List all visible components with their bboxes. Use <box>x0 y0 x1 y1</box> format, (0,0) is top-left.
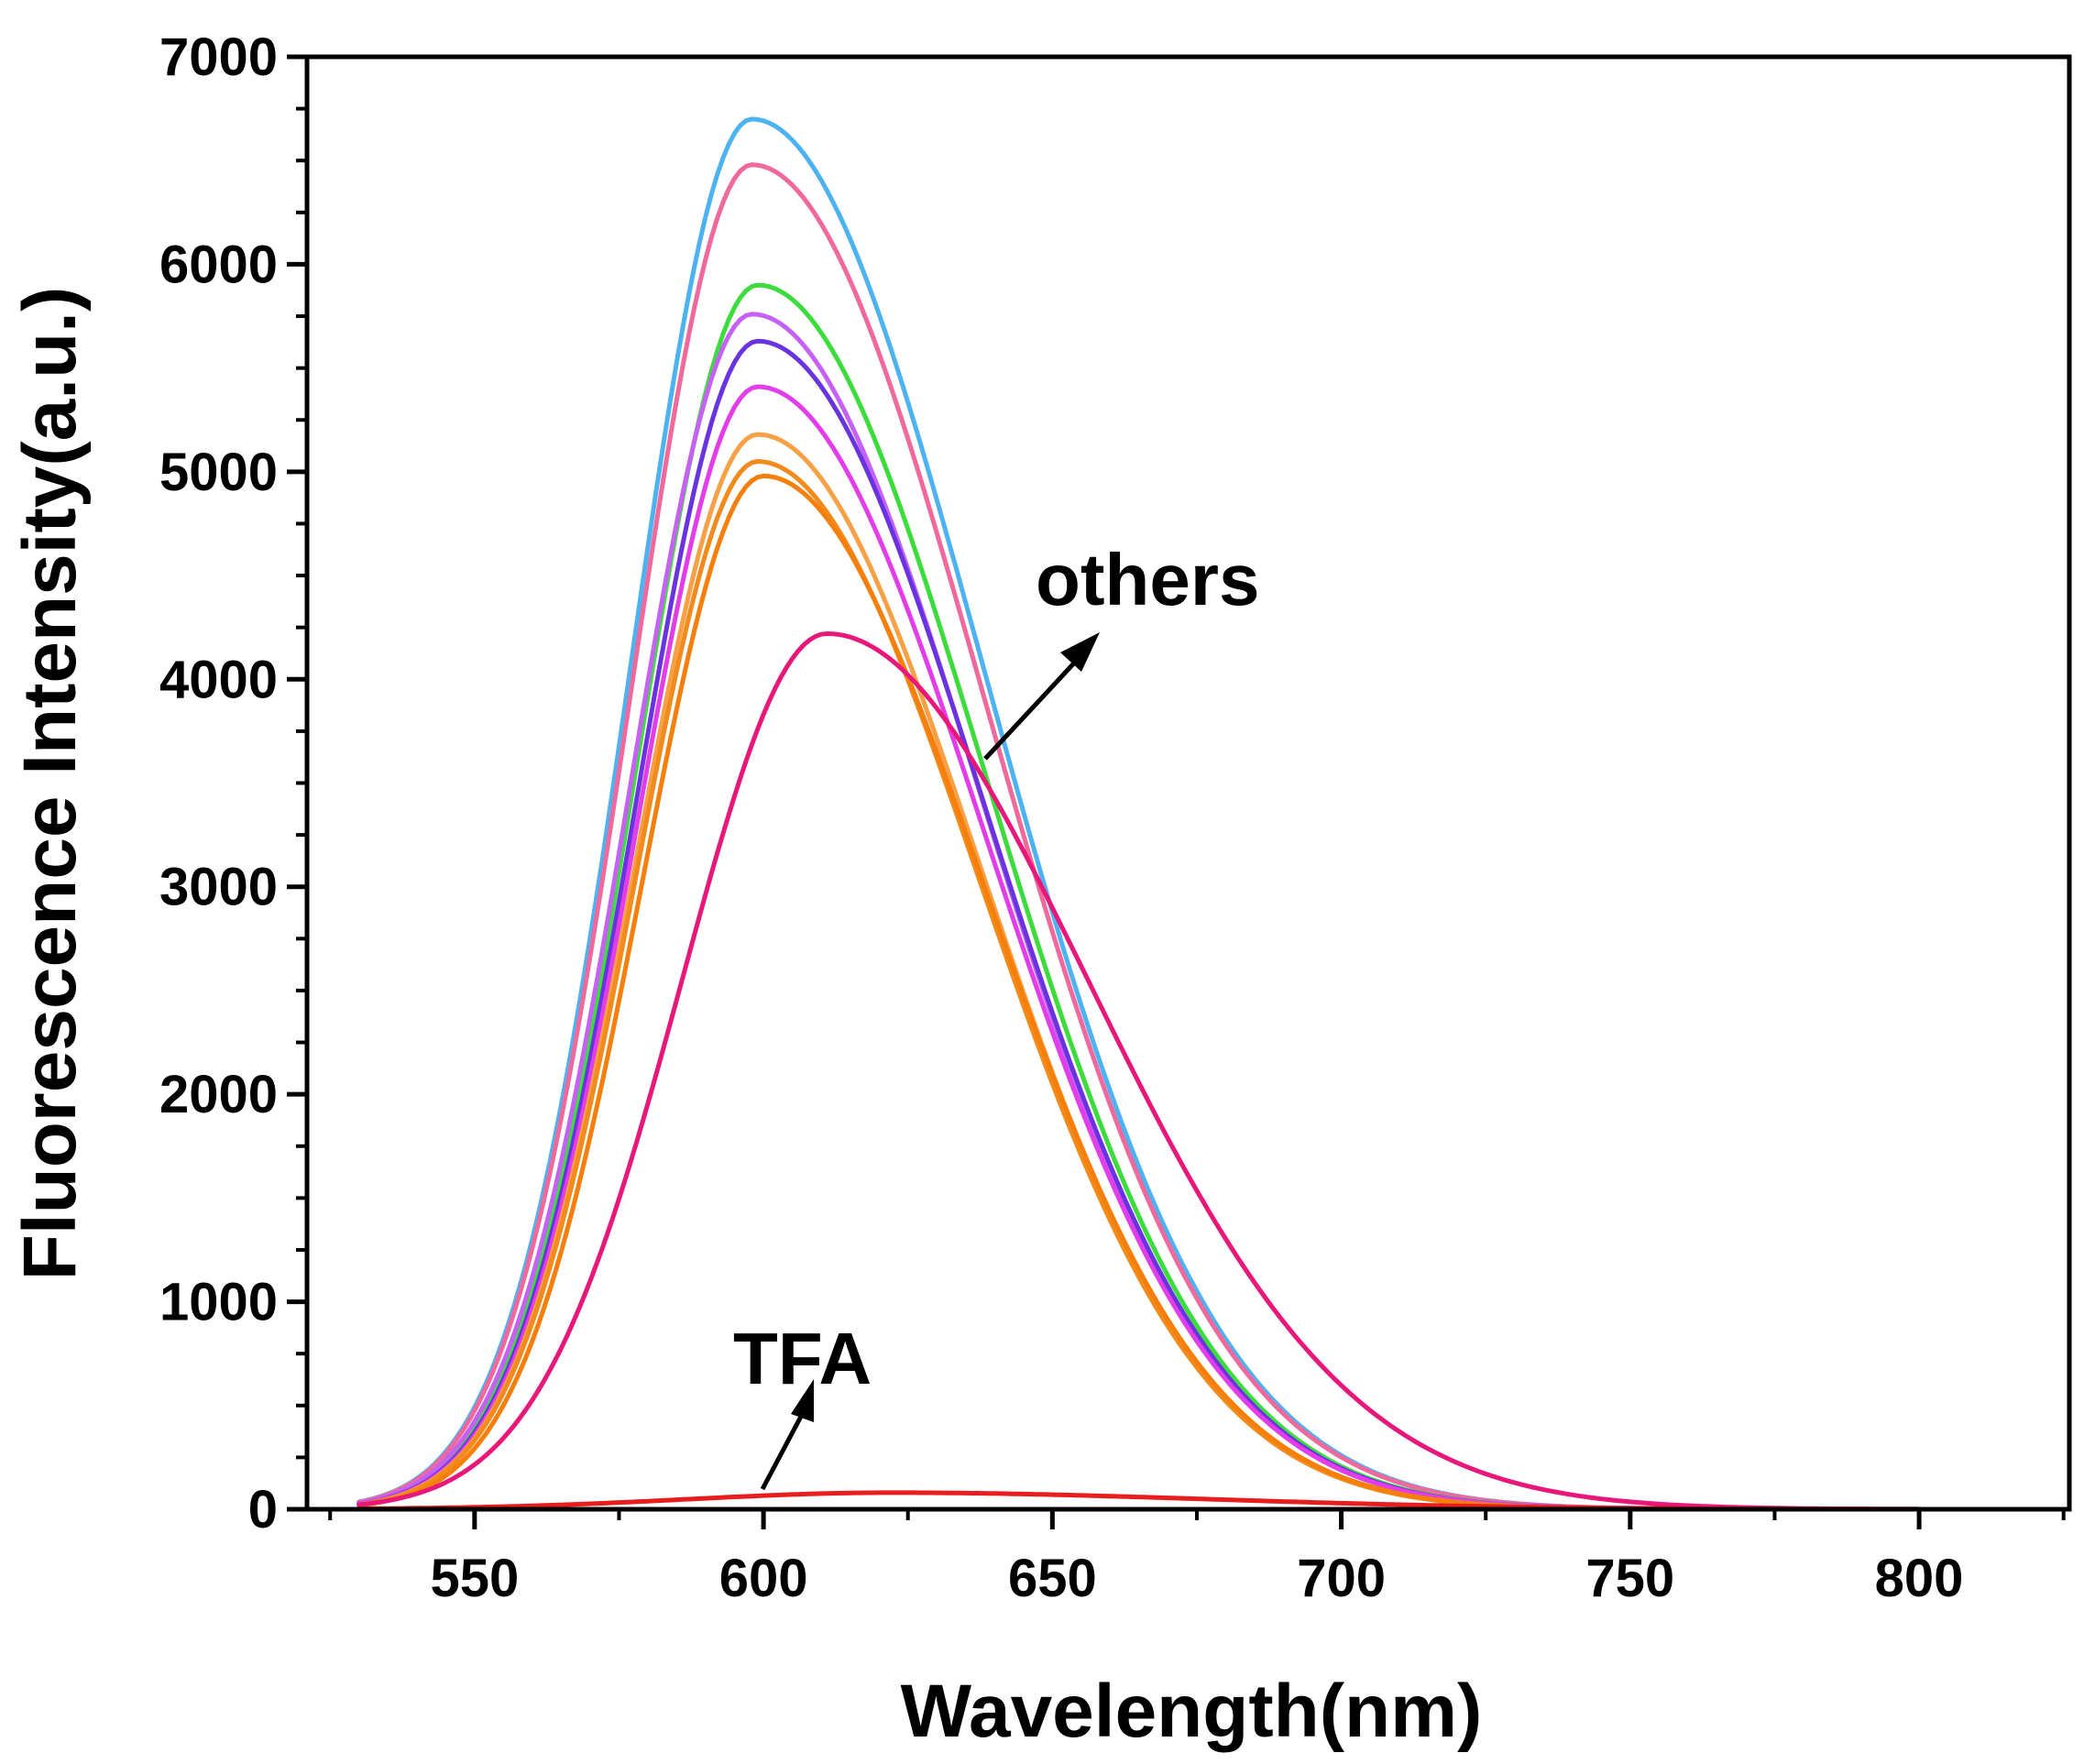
annotation-tfa-arrow-head <box>791 1379 814 1422</box>
annotation-tfa-label: TFA <box>733 1318 872 1399</box>
x-tick-label-800: 800 <box>1875 1549 1964 1608</box>
x-tick-label-550: 550 <box>430 1549 519 1608</box>
series-line-10 <box>356 631 1922 1512</box>
annotation-others-arrow-head <box>1060 632 1100 672</box>
ticks-group <box>287 54 2066 1529</box>
x-axis-title: Wavelength(nm) <box>901 1670 1483 1753</box>
x-tick-label-750: 750 <box>1585 1549 1674 1608</box>
y-tick-label-5000: 5000 <box>159 443 278 502</box>
x-tick-label-700: 700 <box>1297 1549 1386 1608</box>
y-tick-label-0: 0 <box>248 1480 278 1539</box>
annotation-tfa-arrow-shaft <box>760 1409 806 1491</box>
annotation-others: others <box>983 539 1260 761</box>
annotation-others-arrow-shaft <box>983 653 1083 761</box>
y-tick-label-7000: 7000 <box>159 27 278 87</box>
y-axis-title: Fluorescence Intensity(a.u.) <box>8 287 92 1281</box>
x-tick-label-600: 600 <box>719 1549 808 1608</box>
tick-labels-group: 550 600 650 700 750 800 0 1000 2000 3000 4000 5000 6… <box>159 27 1963 1608</box>
y-tick-label-4000: 4000 <box>159 650 278 709</box>
y-tick-label-3000: 3000 <box>159 858 278 917</box>
annotation-others-label: others <box>1036 539 1260 620</box>
y-tick-label-1000: 1000 <box>159 1273 278 1332</box>
y-tick-label-2000: 2000 <box>159 1065 278 1124</box>
annotation-tfa: TFA <box>733 1318 872 1491</box>
y-tick-label-6000: 6000 <box>159 235 278 294</box>
x-tick-label-650: 650 <box>1008 1549 1097 1608</box>
